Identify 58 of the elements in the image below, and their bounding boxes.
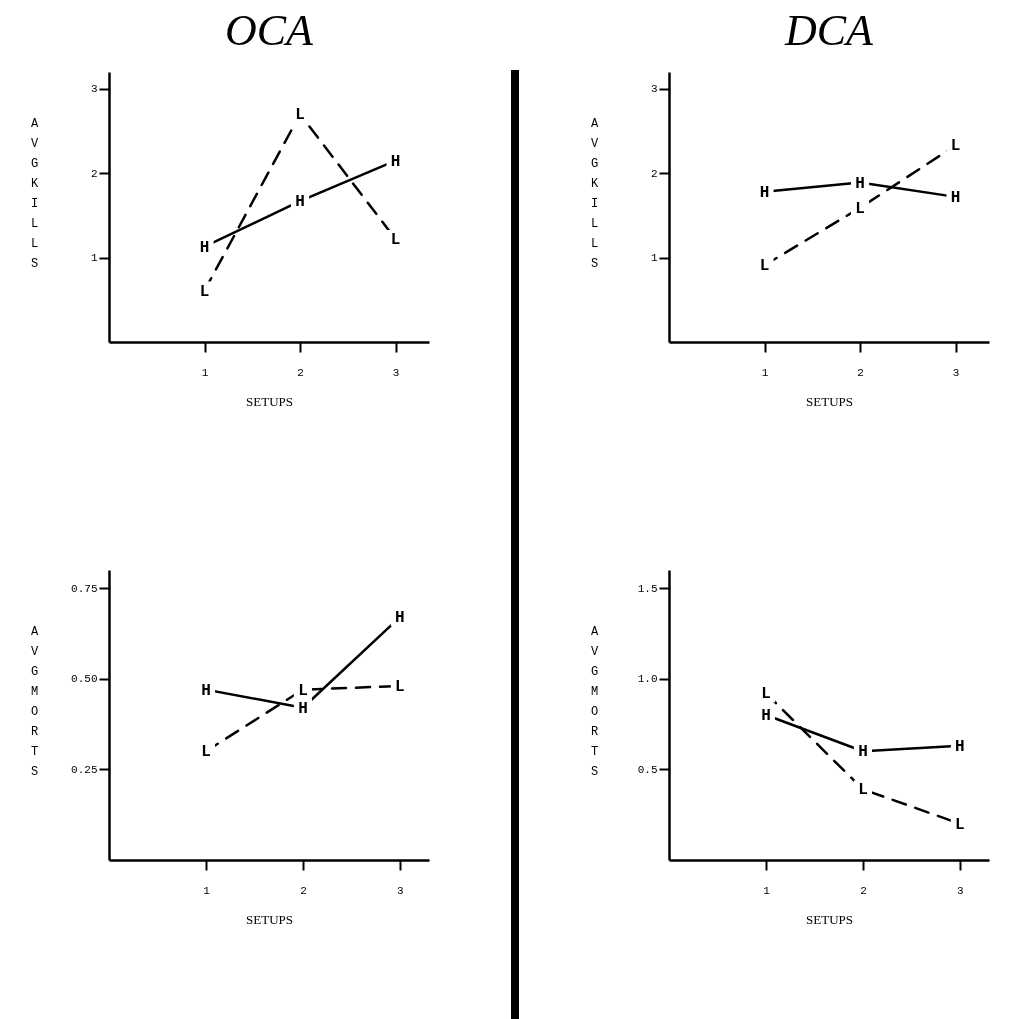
text: L	[955, 815, 965, 834]
x-tick-label: 3	[397, 884, 404, 897]
x-tick-label: 1	[763, 884, 771, 897]
y-tick-label: 1	[90, 252, 98, 265]
text: H	[950, 188, 961, 207]
y-tick-label: 1.5	[637, 582, 658, 595]
series-label: H	[955, 737, 965, 756]
y-axis-title: AVG MORTS	[30, 624, 39, 779]
text: L	[390, 231, 401, 250]
y-tick-label: 0.75	[71, 582, 98, 595]
x-tick-label: 2	[860, 884, 867, 897]
text: H	[759, 183, 770, 202]
chart-title: OCA	[225, 6, 315, 55]
y-tick-label: 3	[90, 83, 98, 96]
text: L	[855, 199, 865, 218]
y-tick-label: 1.0	[637, 673, 658, 686]
x-axis-title: SETUPS	[806, 393, 853, 409]
y-axis-title: AVG KILLS	[590, 116, 599, 271]
text: L	[295, 106, 305, 125]
x-tick-label: 2	[297, 366, 304, 379]
x-axis-title: SETUPS	[246, 393, 293, 409]
y-tick-label: 0.25	[71, 763, 98, 776]
x-axis-title: SETUPS	[246, 911, 293, 927]
series-label: L	[199, 282, 210, 301]
x-tick-label: 3	[952, 366, 960, 379]
text: H	[390, 152, 401, 171]
y-tick-label: 2	[650, 167, 658, 180]
text: H	[858, 743, 868, 762]
text: H	[199, 238, 210, 257]
series-label: L	[395, 678, 405, 696]
x-axis-title: SETUPS	[806, 911, 853, 927]
x-tick-label: 1	[203, 884, 211, 897]
y-tick-label: 0.50	[71, 673, 98, 686]
x-tick-label: 2	[300, 884, 307, 897]
text: L	[201, 743, 211, 762]
text: L	[298, 681, 308, 700]
chart-title: DCA	[784, 6, 875, 55]
y-tick-label: 3	[650, 83, 658, 96]
series-label: L	[950, 137, 961, 156]
x-tick-label: 3	[957, 884, 964, 897]
y-tick-label: 2	[90, 167, 98, 180]
y-tick-label: 0.5	[637, 763, 658, 776]
text: H	[761, 707, 771, 725]
y-axis-title: AVG MORTS	[590, 624, 599, 779]
series-label: H	[201, 681, 211, 700]
x-tick-label: 1	[201, 366, 209, 379]
series-label: H	[295, 193, 305, 212]
series-label: H	[855, 174, 865, 193]
y-tick-label: 1	[650, 252, 658, 265]
text: L	[761, 685, 771, 704]
y-axis-title: AVG KILLS	[30, 116, 39, 271]
text: H	[298, 699, 308, 718]
x-tick-label: 3	[392, 366, 400, 379]
text: L	[759, 257, 770, 276]
x-tick-label: 2	[857, 366, 864, 379]
series-label: L	[858, 781, 868, 800]
x-tick-label: 1	[761, 366, 769, 379]
text: H	[395, 609, 405, 628]
